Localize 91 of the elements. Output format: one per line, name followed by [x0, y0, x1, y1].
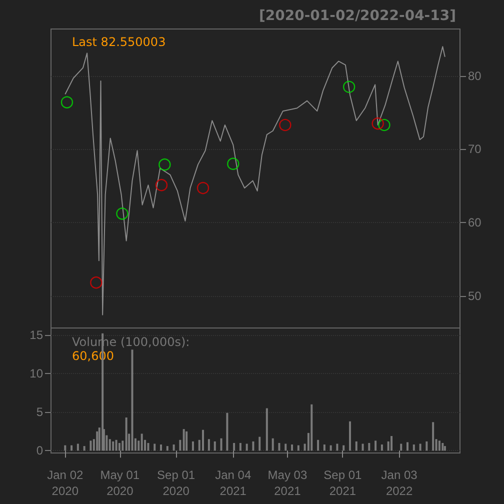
y-tick-label: 80 [468, 68, 482, 83]
bar [233, 442, 236, 451]
bar [432, 422, 434, 451]
y-tick-label: 10 [30, 366, 44, 381]
bar [70, 445, 73, 451]
bar [214, 441, 216, 451]
bar [239, 442, 242, 451]
bar [140, 434, 143, 451]
bar [118, 442, 120, 451]
y-tick-label: 60 [468, 215, 482, 230]
bar [374, 440, 377, 451]
bar [390, 436, 393, 451]
bar [348, 421, 351, 451]
bar [330, 445, 332, 451]
x-tick-label: Jan 02 2020 [47, 468, 84, 498]
point [158, 158, 171, 171]
x-tick-label: Sep 01 2021 [324, 468, 362, 498]
bar [380, 444, 383, 451]
bar [192, 441, 194, 451]
bar [208, 439, 210, 451]
bar [226, 412, 228, 451]
bar [317, 440, 320, 451]
bar [400, 444, 402, 451]
bar [182, 429, 185, 451]
bar [202, 430, 204, 451]
bar [355, 441, 358, 451]
x-tick-label: Jan 03 2022 [381, 468, 418, 498]
bar [115, 440, 118, 451]
point [342, 80, 356, 93]
x-tick-label: May 03 2021 [268, 468, 308, 498]
y-tick-label: 50 [468, 288, 482, 303]
y-tick-label: 0 [36, 444, 44, 458]
bar [444, 446, 446, 451]
bar [342, 445, 345, 451]
bar [179, 440, 182, 451]
y-tick-label: 70 [468, 142, 482, 156]
bar [83, 446, 86, 451]
bar [426, 441, 428, 451]
bar [278, 442, 280, 451]
point [279, 118, 292, 132]
point [378, 118, 390, 132]
bar [112, 441, 114, 451]
annotation: Last 82.550003 [72, 35, 166, 49]
bar [154, 444, 156, 451]
bar [419, 444, 422, 451]
bar [246, 444, 248, 451]
bar [252, 441, 254, 451]
bar [96, 431, 98, 451]
bar [336, 444, 338, 451]
bar [412, 444, 415, 451]
bar [64, 445, 66, 451]
point [116, 208, 128, 220]
bar [122, 440, 124, 451]
point [227, 158, 240, 170]
bar [108, 439, 111, 451]
bar [160, 444, 162, 451]
bar [406, 442, 409, 451]
bar [147, 442, 150, 451]
x-tick-label: May 01 2020 [100, 468, 140, 498]
bar [266, 408, 268, 451]
x-tick-label: Sep 01 2020 [157, 468, 196, 498]
bar [172, 444, 175, 451]
point [372, 117, 384, 130]
bar [131, 350, 134, 451]
bar [362, 444, 364, 451]
bar [258, 436, 261, 451]
x-tick-label: Jan 04 2021 [215, 468, 252, 498]
bar [323, 444, 326, 451]
point [196, 182, 210, 194]
bar [76, 444, 79, 451]
bar [291, 444, 294, 451]
point [90, 276, 102, 289]
point [60, 96, 74, 108]
y-tick-label: 15 [30, 328, 44, 342]
bar [297, 445, 300, 451]
bar [442, 442, 444, 451]
bar [90, 440, 92, 451]
bar [438, 440, 440, 451]
bar [310, 404, 313, 451]
bar [284, 444, 287, 451]
y-tick-label: 5 [36, 405, 44, 420]
bar [125, 418, 128, 451]
bar [368, 442, 370, 451]
chart-subtitle: [2020-01-02/2022-04-13] [258, 8, 456, 24]
annotation: 60,600 [72, 349, 114, 363]
bar [220, 438, 222, 451]
bar [186, 431, 188, 451]
point [155, 179, 168, 192]
bar [272, 438, 274, 451]
line-series [64, 46, 446, 316]
bar [166, 446, 168, 451]
